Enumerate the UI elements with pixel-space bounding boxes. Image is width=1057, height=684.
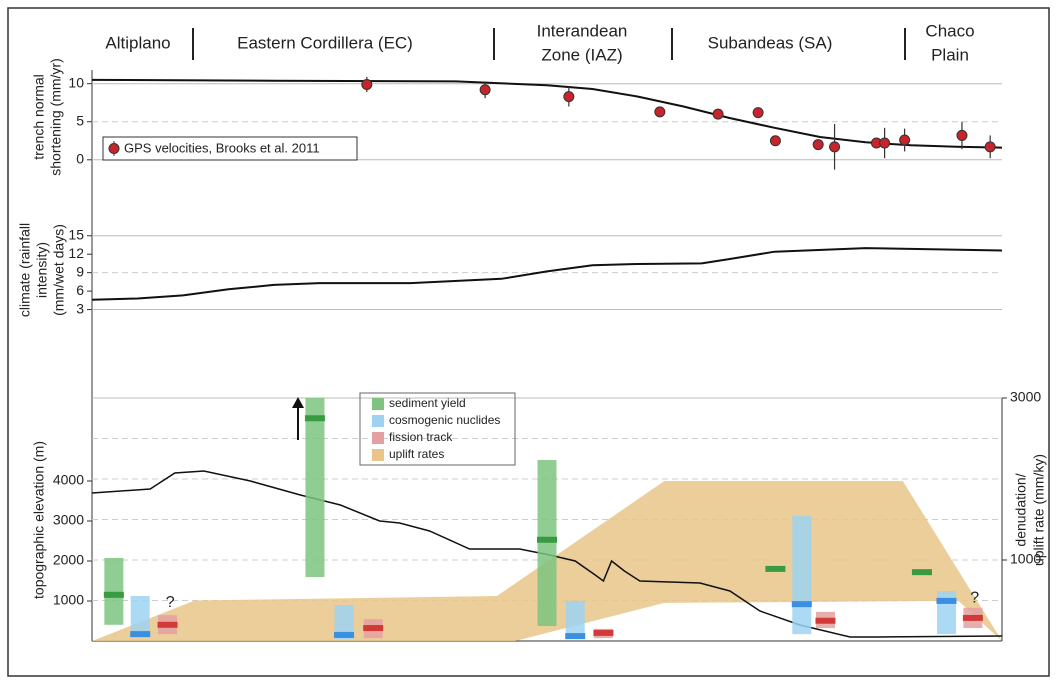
y-tick-label: 1000 [53,592,84,608]
mean-marker [593,629,614,636]
region-label: Altiplano [105,33,170,52]
y-tick-label: 5 [76,112,84,128]
range-bar [334,604,354,639]
y-tick-label: 9 [76,263,84,279]
gps-point [479,84,491,96]
axis-label: trench normal [31,74,47,160]
mean-marker [363,625,384,632]
range-bar [936,591,956,635]
axis-label: shortening (mm/yr) [48,58,64,175]
region-label: Eastern Cordillera (EC) [237,33,413,52]
annotation: ? [166,594,175,611]
axis-label: topographic elevation (m) [31,441,47,599]
mean-marker [537,536,557,543]
legend-label: fission track [389,430,453,444]
gps-point [899,134,911,146]
axis-label: uplift rate (mm/ky) [1031,454,1047,566]
range-bar [537,459,557,627]
mean-marker [157,621,178,628]
y-tick-label: 3 [76,300,84,316]
annotation: ? [970,589,979,606]
mean-marker [936,597,957,604]
axis-label: intensity) [34,242,50,298]
legend-label: GPS velocities, Brooks et al. 2011 [124,140,320,155]
axis-label: climate (rainfall [17,223,33,317]
y2-tick-label: 3000 [1010,389,1041,405]
y-tick-label: 4000 [53,472,84,488]
legend-swatch [372,415,384,427]
legend-swatch [372,432,384,444]
gps-point [812,139,824,151]
legend-label: cosmogenic nuclides [389,413,500,427]
region-label: Subandeas (SA) [708,33,833,52]
gps-point [563,91,575,103]
axis-label: (mm/wet days) [51,224,67,316]
region-label: Zone (IAZ) [541,45,622,64]
region-label: Chaco [925,21,974,40]
mean-marker [334,631,355,638]
topography-line [91,470,1003,638]
gps-point [829,141,841,153]
gps-point [361,78,373,90]
y2-tick-label: 1000 [1010,551,1041,567]
y-tick-label: 2000 [53,552,84,568]
legend-box [359,392,516,466]
y-tick-label: 15 [68,226,84,242]
y-tick-label: 6 [76,282,84,298]
gps-point [769,135,781,147]
axis-label: denudation/ [1013,473,1029,546]
legend-box [102,136,358,161]
legend-swatch [372,398,384,410]
legend-label: uplift rates [389,447,444,461]
y-tick-label: 12 [68,245,84,261]
gps-point [879,137,891,149]
gps-point [956,129,968,141]
frame [7,7,1050,677]
uplift-area [92,481,1002,641]
range-bar [104,557,124,625]
gps-point [712,108,724,120]
range-bar [792,515,812,635]
mean-marker [765,565,786,572]
legend-swatch [372,449,384,461]
gps-point [752,107,764,119]
range-bar [565,600,585,639]
mean-marker [103,591,124,598]
region-label: Plain [931,45,969,64]
mean-marker [304,415,325,422]
mean-marker [911,569,932,576]
y-tick-label: 3000 [53,512,84,528]
legend-marker [108,143,120,154]
mean-marker [815,617,836,624]
range-bar [305,398,325,578]
arrow-head [292,397,304,408]
y-tick-label: 10 [68,74,84,90]
mean-marker [962,614,983,621]
region-label: Interandean [537,21,628,40]
gps-point [654,106,666,118]
region-dividers [192,28,906,60]
climate-line [91,247,1003,301]
range-bar [130,596,150,637]
mean-marker [565,633,586,640]
mean-marker [130,631,151,638]
gps-point [984,141,996,153]
y-tick-label: 0 [76,150,84,166]
mean-marker [791,601,812,608]
legend-label: sediment yield [389,396,466,410]
